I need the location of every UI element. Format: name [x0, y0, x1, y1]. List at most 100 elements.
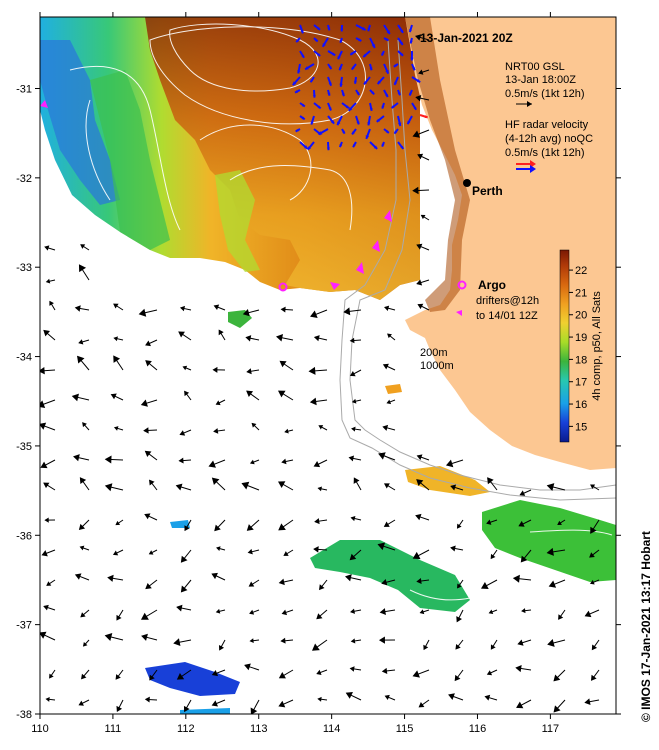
velocity-arrowhead	[490, 644, 496, 650]
velocity-arrowhead	[211, 670, 219, 677]
velocity-arrowhead	[292, 81, 297, 86]
velocity-arrowhead	[74, 305, 81, 312]
sst-patch-south-g	[385, 384, 402, 394]
velocity-arrowhead	[314, 38, 318, 42]
velocity-arrowhead	[249, 638, 254, 644]
radar-legend-line-3: 0.5m/s (1kt 12h)	[505, 147, 584, 159]
velocity-arrowhead	[377, 80, 381, 85]
velocity-arrowhead	[342, 130, 345, 134]
velocity-arrowhead	[149, 674, 155, 681]
colorbar-tick-label: 20	[575, 310, 587, 322]
sst-patch-south-a	[310, 540, 470, 612]
velocity-arrowhead	[275, 334, 284, 342]
drifter-legend-marker	[456, 310, 462, 316]
velocity-arrowhead	[304, 145, 308, 149]
velocity-arrowhead	[278, 672, 286, 679]
velocity-arrowhead	[180, 585, 188, 593]
velocity-arrowhead	[448, 693, 455, 700]
land-coastal-band	[405, 17, 470, 312]
velocity-arrowhead	[455, 644, 461, 650]
lon-tick-label: 111	[105, 723, 122, 735]
argo-float-marker	[278, 282, 288, 292]
velocity-arrowhead	[377, 542, 386, 551]
velocity-arrowhead	[246, 524, 254, 531]
drifter-track-marker	[40, 100, 48, 108]
velocity-arrowhead	[486, 670, 493, 676]
drifter-track-marker	[330, 282, 340, 290]
lon-tick-label: 110	[31, 723, 49, 735]
velocity-arrowhead	[213, 304, 220, 311]
map-title: 13-Jan-2021 20Z	[420, 31, 513, 45]
velocity-arrowhead	[416, 243, 423, 250]
velocity-arrowhead	[148, 550, 154, 555]
velocity-arrowhead	[412, 186, 419, 195]
colorbar-ticks: 15 16 17 18 19 20 21 22	[569, 265, 587, 433]
velocity-arrowhead	[115, 674, 121, 680]
model-velocity-arrows	[40, 34, 600, 714]
velocity-arrowhead	[296, 39, 300, 43]
velocity-arrowhead	[519, 490, 526, 496]
lon-tick-label: 113	[250, 723, 268, 735]
velocity-arrowhead	[348, 107, 353, 111]
velocity-arrowhead	[317, 26, 321, 30]
velocity-arrowhead	[415, 34, 422, 41]
velocity-arrowhead	[310, 310, 318, 318]
velocity-arrowhead	[242, 309, 250, 317]
velocity-arrowhead	[365, 135, 370, 139]
velocity-legend: NRT00 GSL 13-Jan 18:00Z 0.5m/s (1kt 12h)…	[420, 61, 593, 372]
velocity-arrowhead	[394, 81, 398, 85]
sst-green-band	[90, 70, 170, 250]
velocity-arrowhead	[584, 610, 592, 618]
velocity-arrowhead	[301, 103, 305, 107]
velocity-arrowhead	[313, 335, 320, 342]
velocity-arrowhead	[412, 130, 420, 138]
radar-legend-line-2: (4-12h avg) noQC	[505, 133, 593, 145]
velocity-arrowhead	[113, 336, 118, 342]
velocity-arrowhead	[548, 580, 557, 588]
velocity-arrowhead	[386, 399, 392, 405]
velocity-arrowhead	[397, 122, 402, 126]
lat-tick-label: -35	[16, 441, 32, 453]
velocity-arrowhead	[327, 92, 331, 96]
velocity-arrowhead	[417, 303, 424, 310]
velocity-arrowhead	[351, 66, 355, 70]
velocity-arrowhead	[348, 455, 355, 462]
velocity-arrowhead	[383, 483, 390, 489]
velocity-arrowhead	[520, 555, 528, 563]
velocity-arrowhead	[307, 146, 312, 150]
velocity-arrowhead	[450, 484, 457, 491]
depth-legend-200m: 200m	[420, 347, 448, 359]
velocity-arrowhead	[416, 577, 422, 584]
velocity-arrowhead	[547, 639, 555, 647]
velocity-arrowhead	[419, 609, 425, 615]
sst-patch-warm	[145, 17, 420, 300]
velocity-arrowhead	[71, 393, 79, 402]
velocity-arrowhead	[590, 484, 596, 489]
velocity-arrowhead	[251, 422, 257, 428]
velocity-arrowhead	[412, 670, 420, 678]
velocity-arrowhead	[208, 460, 216, 468]
velocity-arrowhead	[248, 581, 255, 587]
lon-tick-label: 115	[396, 723, 414, 735]
velocity-arrowhead	[140, 612, 149, 620]
colorbar-label: 4h comp, p50, All Sats	[591, 291, 603, 401]
lon-tick-label: 114	[323, 723, 341, 735]
velocity-arrowhead	[327, 27, 331, 31]
velocity-arrowhead	[332, 52, 336, 56]
bathymetry-lines	[339, 39, 616, 501]
model-legend-line-1: NRT00 GSL	[505, 61, 565, 73]
velocity-arrowhead	[416, 454, 423, 461]
velocity-arrowhead	[317, 486, 322, 492]
colorbar-tick-label: 18	[575, 354, 587, 366]
velocity-arrowhead	[417, 153, 424, 160]
velocity-arrowhead	[41, 550, 48, 557]
velocity-arrowhead	[416, 279, 423, 286]
velocity-arrowhead	[179, 305, 186, 312]
lat-tick-label: -31	[16, 83, 32, 95]
colorbar-tick-label: 15	[575, 421, 587, 433]
velocity-arrowhead	[78, 700, 84, 706]
model-legend-line-2: 13-Jan 18:00Z	[505, 74, 576, 86]
velocity-arrowhead	[110, 393, 117, 400]
velocity-arrowhead	[211, 477, 220, 485]
velocity-arrowhead	[376, 118, 380, 122]
